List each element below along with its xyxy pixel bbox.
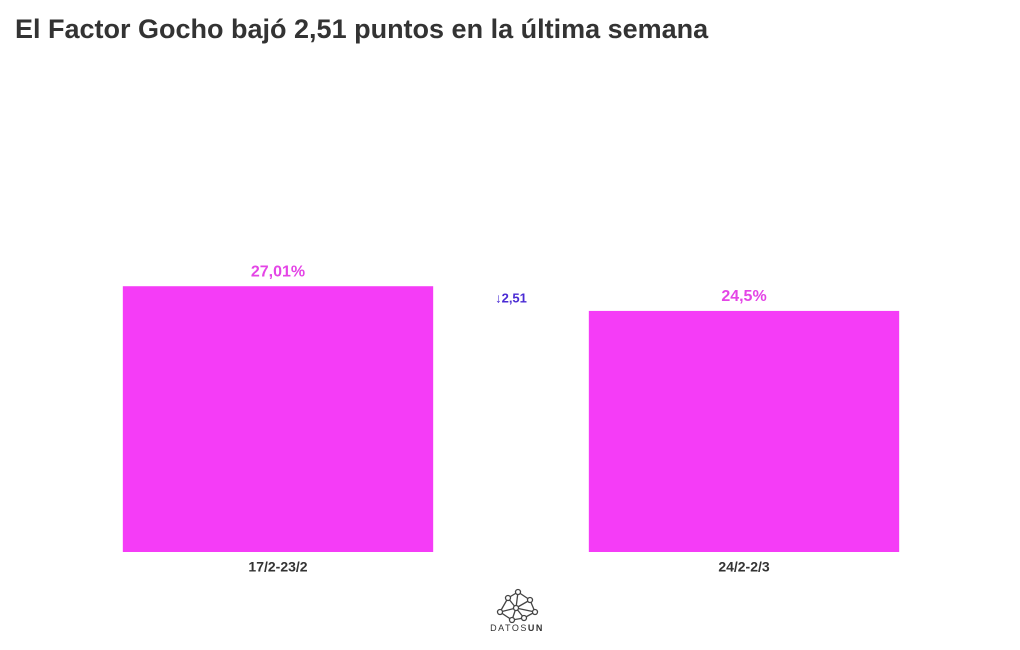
bar (122, 286, 434, 552)
logo-text-bold: UN (528, 623, 544, 633)
logo-text: DATOSUN (490, 623, 544, 633)
x-tick-label: 17/2-23/2 (248, 559, 307, 575)
annotation: ↓2,51 (495, 290, 527, 305)
logo-icon (496, 588, 539, 624)
chart-title: El Factor Gocho bajó 2,51 puntos en la ú… (15, 14, 709, 44)
logo-text-regular: DATOS (490, 623, 528, 633)
x-tick-label: 24/2-2/3 (718, 559, 770, 575)
bar (588, 310, 900, 552)
value-label: 27,01% (251, 263, 305, 280)
value-label: 24,5% (721, 288, 766, 305)
